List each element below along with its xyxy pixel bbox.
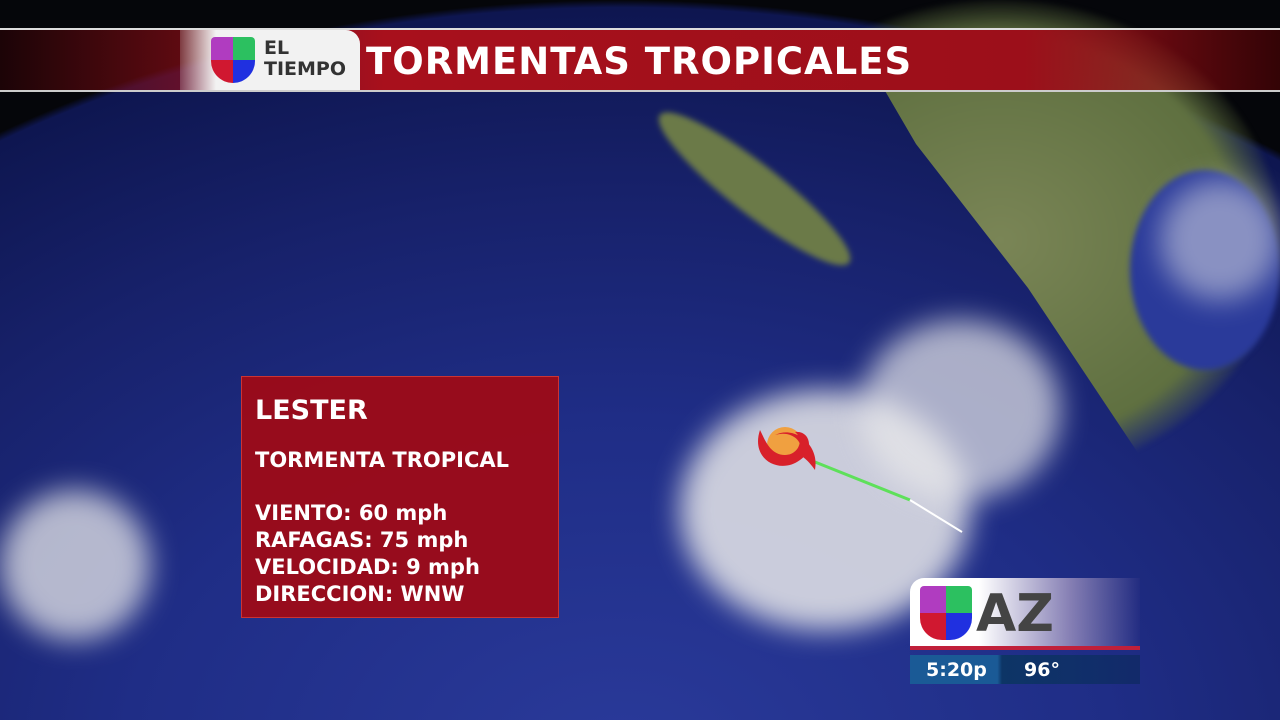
brand-line-2: TIEMPO (264, 58, 346, 80)
gusts: RAFAGAS: 75 mph (255, 528, 469, 552)
cloud-coast (1160, 180, 1280, 300)
movement-speed: VELOCIDAD: 9 mph (255, 555, 480, 579)
storm-name: LESTER (255, 395, 368, 426)
wind-speed: VIENTO: 60 mph (255, 501, 448, 525)
page-title: TORMENTAS TROPICALES (366, 40, 913, 83)
el-tiempo-logo-box (180, 30, 360, 90)
station-label: AZ (976, 584, 1054, 644)
storm-type: TORMENTA TROPICAL (255, 448, 510, 472)
time-temp-bar (910, 655, 1140, 684)
univision-logo-icon (211, 37, 255, 83)
brand-line-1: EL (264, 37, 290, 59)
track-line-green (814, 460, 911, 502)
el-tiempo-label: EL TIEMPO (264, 38, 346, 80)
track-line-white (909, 499, 963, 533)
storm-cloud-band (860, 320, 1060, 500)
current-time: 5:20p (926, 659, 987, 681)
cloud-left (0, 490, 150, 640)
direction: DIRECCION: WNW (255, 582, 465, 606)
storm-info-card: LESTER TORMENTA TROPICAL VIENTO: 60 mph … (241, 376, 559, 618)
univision-logo-icon (920, 586, 972, 640)
current-temperature: 96° (1024, 659, 1060, 681)
hurricane-icon (758, 427, 816, 470)
